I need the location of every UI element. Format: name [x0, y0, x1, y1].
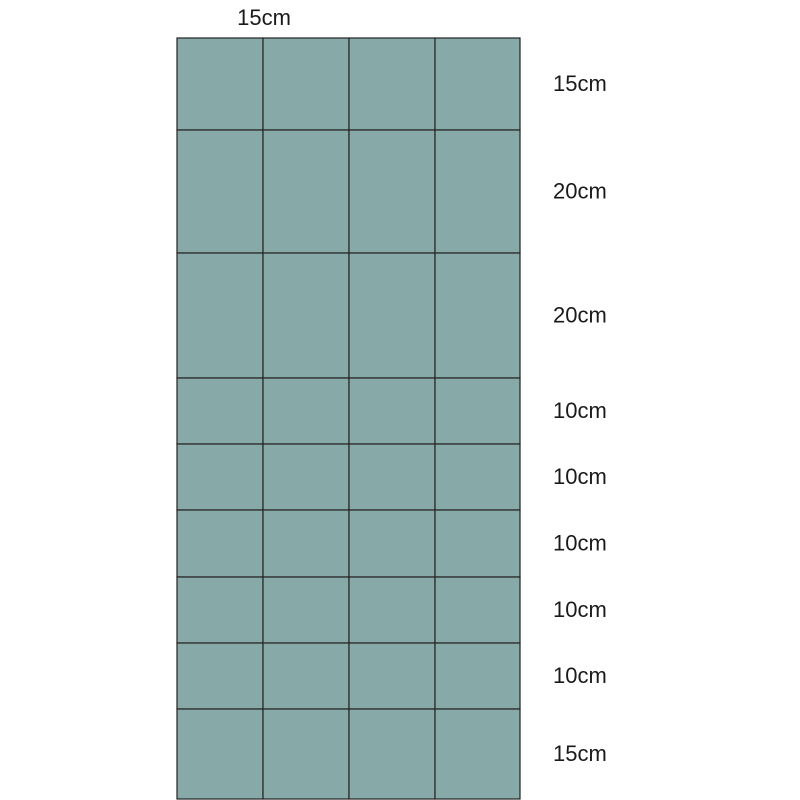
row-height-label: 20cm — [553, 178, 607, 203]
tile — [434, 37, 521, 131]
column-width-label: 15cm — [237, 5, 291, 30]
row-height-label: 20cm — [553, 302, 607, 327]
tile — [262, 509, 350, 578]
tile — [434, 443, 521, 511]
tile — [348, 377, 436, 445]
tile — [348, 509, 436, 578]
tile — [348, 37, 436, 131]
tile — [434, 377, 521, 445]
tile — [176, 252, 264, 379]
row-height-label: 10cm — [553, 663, 607, 688]
tile — [434, 642, 521, 710]
row-height-label: 15cm — [553, 71, 607, 96]
tile — [348, 576, 436, 644]
tile — [434, 708, 521, 800]
tile — [262, 443, 350, 511]
tile — [434, 129, 521, 254]
tile — [434, 576, 521, 644]
row-height-label: 10cm — [553, 398, 607, 423]
tile — [348, 642, 436, 710]
tile — [176, 377, 264, 445]
tile — [348, 129, 436, 254]
tile — [176, 37, 264, 131]
tile — [434, 509, 521, 578]
tile — [176, 443, 264, 511]
tile — [176, 576, 264, 644]
tile — [262, 576, 350, 644]
tile — [262, 37, 350, 131]
tile — [434, 252, 521, 379]
tile — [262, 252, 350, 379]
row-height-label: 10cm — [553, 530, 607, 555]
row-height-label: 15cm — [553, 741, 607, 766]
tile — [262, 642, 350, 710]
tile — [176, 129, 264, 254]
tile — [348, 708, 436, 800]
tile — [176, 642, 264, 710]
row-height-label: 10cm — [553, 597, 607, 622]
tile — [348, 252, 436, 379]
tile — [176, 509, 264, 578]
tile — [176, 708, 264, 800]
row-height-label: 10cm — [553, 464, 607, 489]
tile — [262, 129, 350, 254]
tile — [262, 377, 350, 445]
tile — [348, 443, 436, 511]
tile — [262, 708, 350, 800]
